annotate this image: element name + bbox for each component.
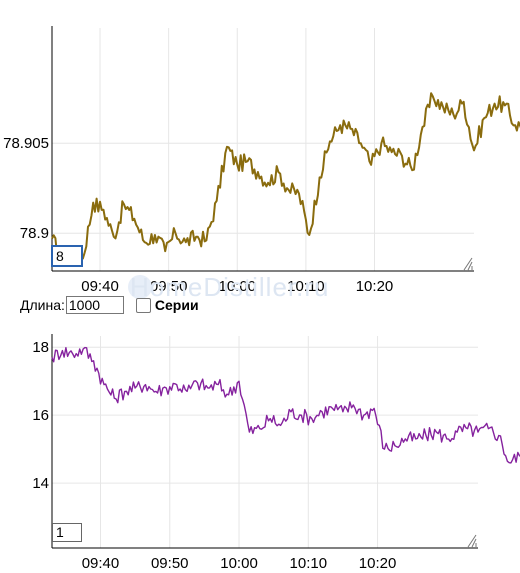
controls-row: Длина: Серии — [20, 294, 199, 316]
length-input[interactable] — [65, 296, 124, 314]
length-label: Длина: — [20, 297, 65, 313]
x-tick-label: 10:00 — [218, 278, 256, 295]
y-tick-label: 18 — [32, 339, 49, 356]
series-line — [51, 92, 520, 265]
x-tick-label: 09:40 — [82, 555, 120, 572]
y-tick-label: 14 — [32, 475, 49, 492]
roll-period-input-1[interactable]: 8 — [51, 245, 83, 267]
x-tick-label: 10:10 — [287, 278, 325, 295]
x-tick-label: 10:20 — [356, 278, 394, 295]
y-tick-label: 78.905 — [3, 135, 49, 152]
x-tick-label: 09:50 — [151, 555, 189, 572]
x-tick-label: 10:20 — [359, 555, 397, 572]
series-checkbox[interactable] — [135, 297, 151, 313]
x-tick-label: 10:00 — [220, 555, 258, 572]
series-line — [51, 346, 520, 464]
roll-period-input-2[interactable]: 1 — [52, 523, 82, 542]
resize-handle-icon[interactable] — [463, 257, 473, 271]
y-tick-label: 78.9 — [20, 225, 49, 242]
temperature-chart: 09:40 09:50 10:00 10:10 10:20 78.9 78.905 — [3, 26, 520, 295]
second-chart: 09:40 09:50 10:00 10:10 10:20 14 16 18 — [32, 334, 520, 572]
y-tick-label: 16 — [32, 407, 49, 424]
series-label: Серии — [154, 297, 199, 313]
resize-handle-icon[interactable] — [467, 534, 477, 548]
x-tick-label: 09:50 — [150, 278, 188, 295]
x-tick-label: 09:40 — [81, 278, 119, 295]
x-tick-label: 10:10 — [290, 555, 328, 572]
